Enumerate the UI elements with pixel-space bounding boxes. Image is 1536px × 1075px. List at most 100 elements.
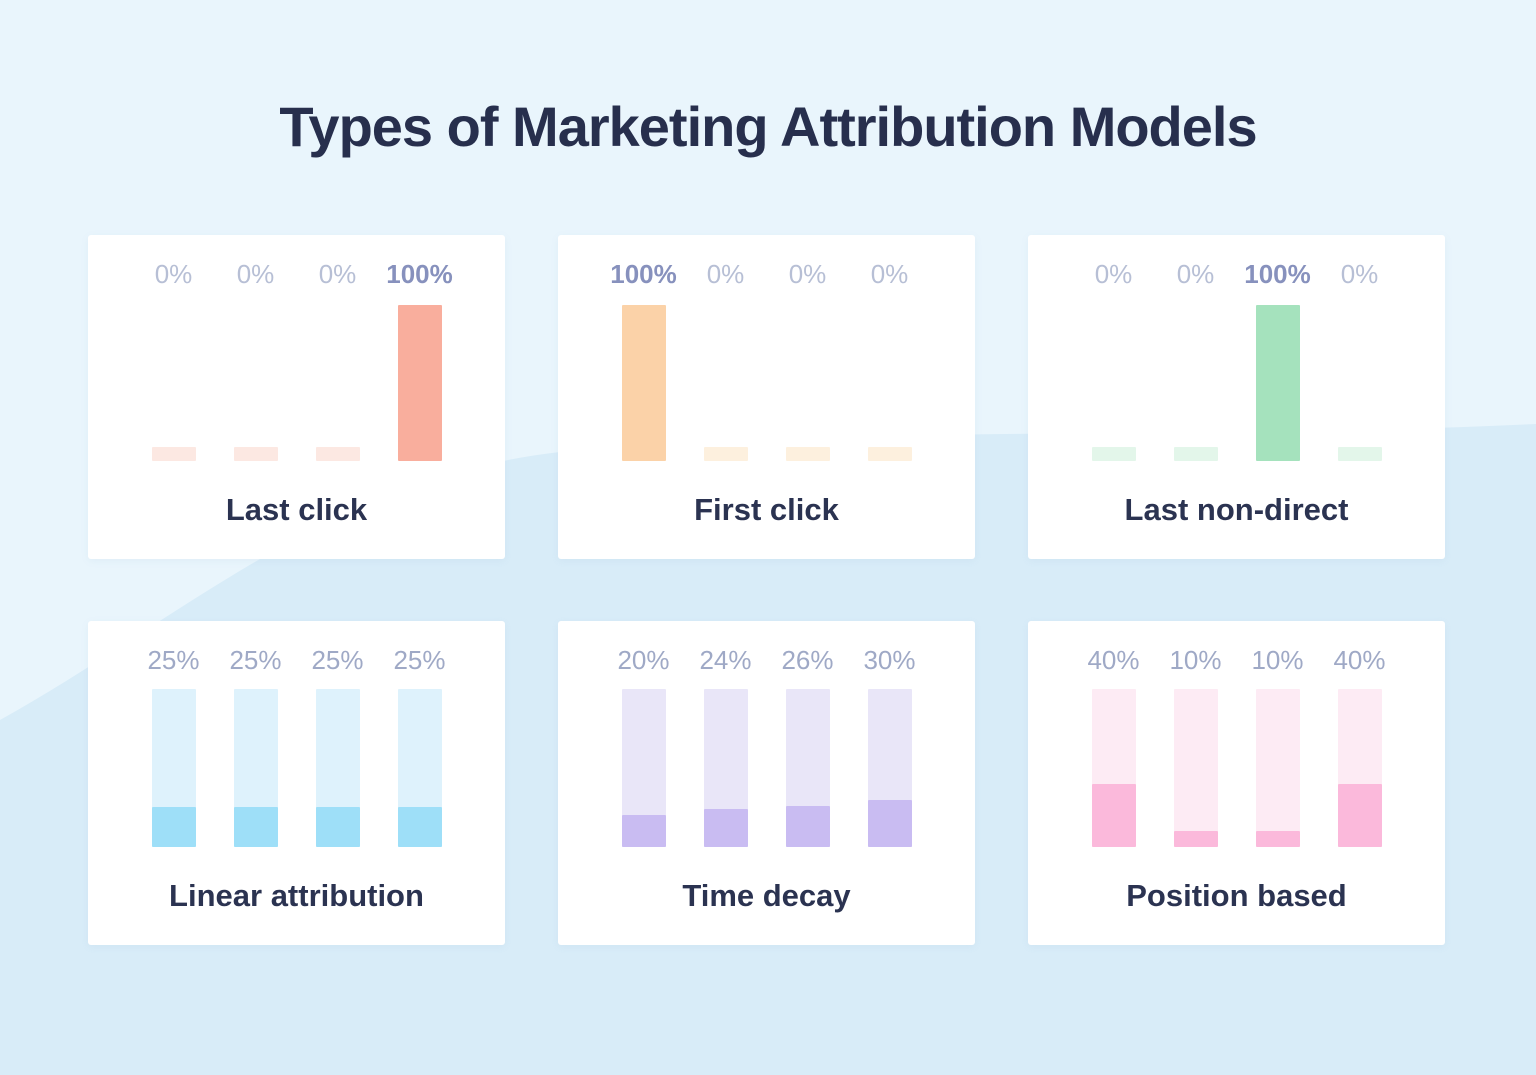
bar-chart: 20% 24% 26% 30% (558, 645, 975, 847)
bar-column: 25% (215, 645, 297, 847)
card-linear-attribution: 25% 25% 25% 25% Linear attribution (88, 621, 505, 945)
bar-fill (151, 807, 196, 847)
bar-column: 40% (1073, 645, 1155, 847)
bar-value-label: 10% (1169, 645, 1222, 675)
bar-column: 0% (297, 259, 379, 461)
bar-chart: 100% 0% 0% 0% (558, 259, 975, 461)
bar-column: 100% (379, 259, 461, 461)
bar-stub (1337, 447, 1382, 461)
bar-value-label: 0% (1094, 259, 1133, 289)
bar-slot (1337, 677, 1382, 847)
bar-column: 0% (849, 259, 931, 461)
bar-full (1255, 305, 1300, 461)
bar-value-label: 0% (236, 259, 275, 289)
bar-slot (315, 291, 360, 461)
bar-value-label: 100% (610, 259, 677, 289)
bar-fill (867, 800, 912, 847)
bar-value-label: 10% (1251, 645, 1304, 675)
bar-column: 26% (767, 645, 849, 847)
bar-column: 0% (1073, 259, 1155, 461)
bar-column: 30% (849, 645, 931, 847)
bar-fill (233, 807, 278, 847)
bar-slot (233, 291, 278, 461)
bar-slot (397, 677, 442, 847)
bar-value-label: 40% (1333, 645, 1386, 675)
bar-fill (1091, 784, 1136, 847)
bar-column: 20% (603, 645, 685, 847)
bar-stub (1173, 447, 1218, 461)
bar-stub (867, 447, 912, 461)
bar-value-label: 0% (788, 259, 827, 289)
bar-value-label: 0% (154, 259, 193, 289)
bar-slot (785, 677, 830, 847)
bar-track (703, 689, 748, 847)
bar-full (621, 305, 666, 461)
bar-track (1173, 689, 1218, 847)
bar-column: 10% (1237, 645, 1319, 847)
bar-fill (397, 807, 442, 847)
bar-column: 25% (133, 645, 215, 847)
bar-track (315, 689, 360, 847)
bar-track (1337, 689, 1382, 847)
bar-slot (1255, 291, 1300, 461)
bar-column: 25% (297, 645, 379, 847)
bar-value-label: 40% (1087, 645, 1140, 675)
bar-slot (621, 291, 666, 461)
bar-track (621, 689, 666, 847)
bar-slot (233, 677, 278, 847)
bar-chart: 0% 0% 100% 0% (1028, 259, 1445, 461)
bar-slot (703, 677, 748, 847)
bar-column: 0% (685, 259, 767, 461)
bar-full (397, 305, 442, 461)
bar-value-label: 26% (781, 645, 834, 675)
card-time-decay: 20% 24% 26% 30% Time decay (558, 621, 975, 945)
bar-value-label: 0% (1176, 259, 1215, 289)
bar-value-label: 24% (699, 645, 752, 675)
bar-fill (785, 806, 830, 847)
bar-fill (1173, 831, 1218, 847)
bar-column: 25% (379, 645, 461, 847)
bar-stub (233, 447, 278, 461)
card-position-based: 40% 10% 10% 40% Position based (1028, 621, 1445, 945)
bar-column: 24% (685, 645, 767, 847)
card-last-non-direct: 0% 0% 100% 0% Last non-direct (1028, 235, 1445, 559)
bar-fill (1255, 831, 1300, 847)
card-first-click: 100% 0% 0% 0% First click (558, 235, 975, 559)
bar-value-label: 30% (863, 645, 916, 675)
bar-value-label: 25% (229, 645, 282, 675)
bar-value-label: 0% (706, 259, 745, 289)
bar-slot (397, 291, 442, 461)
bar-column: 0% (1319, 259, 1401, 461)
bar-slot (151, 291, 196, 461)
bar-value-label: 25% (393, 645, 446, 675)
bar-slot (867, 291, 912, 461)
bar-column: 0% (215, 259, 297, 461)
bar-track (1255, 689, 1300, 847)
bar-slot (621, 677, 666, 847)
bar-stub (703, 447, 748, 461)
bar-stub (1091, 447, 1136, 461)
bar-chart: 25% 25% 25% 25% (88, 645, 505, 847)
bar-slot (1173, 677, 1218, 847)
bar-slot (1337, 291, 1382, 461)
bar-fill (703, 809, 748, 847)
bar-value-label: 25% (311, 645, 364, 675)
bar-slot (315, 677, 360, 847)
bar-chart: 40% 10% 10% 40% (1028, 645, 1445, 847)
page-title: Types of Marketing Attribution Models (279, 95, 1257, 158)
bar-value-label: 0% (1340, 259, 1379, 289)
bar-slot (1255, 677, 1300, 847)
bar-fill (315, 807, 360, 847)
bar-value-label: 0% (318, 259, 357, 289)
bar-value-label: 25% (147, 645, 200, 675)
card-title: Linear attribution (169, 878, 424, 913)
bar-column: 40% (1319, 645, 1401, 847)
cards-grid: 0% 0% 0% 100% Last click 100% 0% 0% 0% First c… (88, 235, 1445, 945)
bar-column: 0% (133, 259, 215, 461)
bar-stub (315, 447, 360, 461)
bar-slot (1091, 291, 1136, 461)
bar-track (867, 689, 912, 847)
bar-column: 10% (1155, 645, 1237, 847)
card-title: Time decay (682, 878, 851, 913)
bar-chart: 0% 0% 0% 100% (88, 259, 505, 461)
